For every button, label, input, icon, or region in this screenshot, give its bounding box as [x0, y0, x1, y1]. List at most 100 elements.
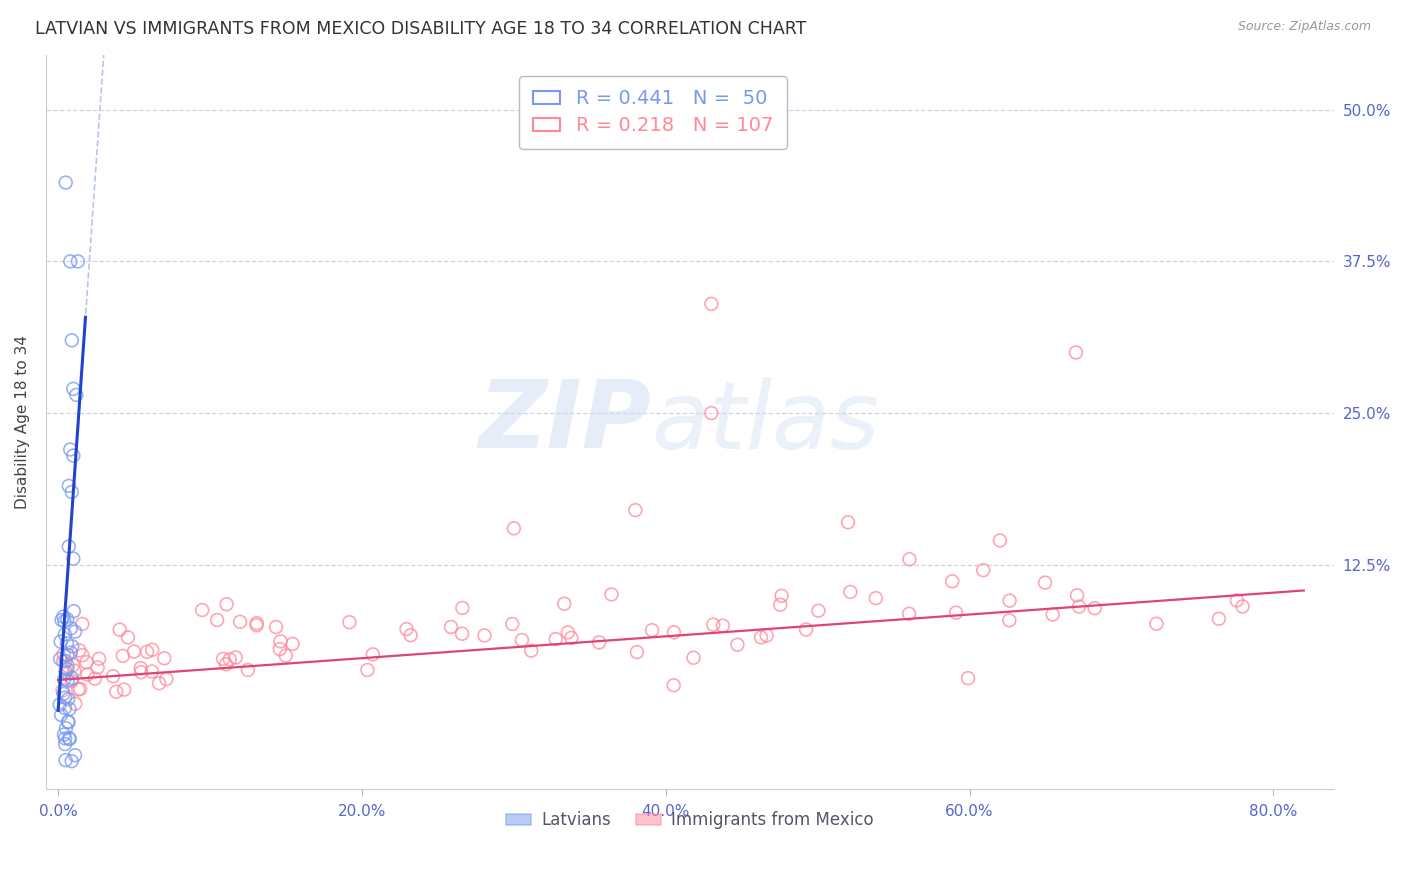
Point [356, 663, 378, 677]
Point [215, 657, 238, 672]
Point [339, 615, 361, 630]
Point [52, 687, 75, 701]
Point [52, 654, 75, 668]
Point [108, 623, 131, 637]
Point [399, 628, 422, 642]
Point [53, 690, 76, 705]
Point [111, 648, 134, 663]
Point [1033, 575, 1056, 590]
Legend: Latvians, Immigrants from Mexico: Latvians, Immigrants from Mexico [499, 805, 880, 836]
Point [502, 521, 524, 535]
Point [700, 406, 723, 420]
Point [236, 663, 259, 677]
Point [1226, 593, 1249, 607]
Point [56, 662, 79, 676]
Point [270, 634, 292, 648]
Point [72, 616, 94, 631]
Point [395, 622, 418, 636]
Point [205, 613, 228, 627]
Point [63, 664, 86, 678]
Point [55, 721, 77, 735]
Point [957, 671, 980, 685]
Point [117, 631, 139, 645]
Point [122, 644, 145, 658]
Point [600, 587, 623, 601]
Point [66, 254, 89, 268]
Point [440, 620, 463, 634]
Point [60, 754, 83, 768]
Point [53, 627, 76, 641]
Point [553, 597, 575, 611]
Point [945, 606, 967, 620]
Point [56, 648, 79, 662]
Point [153, 651, 176, 665]
Point [112, 682, 135, 697]
Point [557, 625, 579, 640]
Point [56, 636, 79, 650]
Point [58, 715, 80, 730]
Point [49, 634, 72, 648]
Point [998, 593, 1021, 607]
Point [76, 667, 98, 681]
Point [1232, 599, 1254, 614]
Point [191, 603, 214, 617]
Point [641, 623, 664, 637]
Point [510, 632, 533, 647]
Point [58, 731, 80, 746]
Point [755, 628, 778, 642]
Point [941, 574, 963, 589]
Point [56, 673, 79, 688]
Point [451, 626, 474, 640]
Point [60, 333, 83, 347]
Point [58, 479, 80, 493]
Point [839, 585, 862, 599]
Point [56, 612, 79, 626]
Point [626, 645, 648, 659]
Point [136, 645, 159, 659]
Point [49, 708, 72, 723]
Point [520, 643, 543, 657]
Y-axis label: Disability Age 18 to 34: Disability Age 18 to 34 [15, 335, 30, 509]
Point [52, 683, 75, 698]
Point [55, 176, 77, 190]
Point [55, 654, 77, 668]
Point [60, 671, 83, 685]
Point [1042, 607, 1064, 622]
Point [215, 597, 238, 611]
Point [56, 659, 79, 673]
Point [807, 604, 830, 618]
Point [155, 672, 177, 686]
Point [212, 652, 235, 666]
Point [141, 665, 163, 679]
Text: ZIP: ZIP [478, 376, 651, 468]
Point [725, 638, 748, 652]
Point [59, 442, 82, 457]
Point [700, 297, 723, 311]
Point [1146, 616, 1168, 631]
Point [59, 731, 82, 746]
Point [588, 635, 610, 649]
Point [129, 665, 152, 680]
Point [69, 681, 91, 696]
Point [218, 652, 240, 666]
Point [58, 702, 80, 716]
Point [63, 624, 86, 639]
Point [474, 628, 496, 642]
Point [60, 673, 83, 688]
Point [62, 449, 84, 463]
Point [62, 658, 84, 673]
Point [105, 685, 128, 699]
Point [274, 648, 297, 663]
Point [53, 673, 76, 687]
Point [58, 540, 80, 554]
Point [837, 516, 859, 530]
Point [62, 382, 84, 396]
Point [702, 617, 724, 632]
Point [65, 697, 87, 711]
Point [560, 631, 582, 645]
Point [53, 731, 76, 746]
Point [63, 748, 86, 763]
Point [60, 485, 83, 500]
Point [1064, 345, 1087, 359]
Point [56, 714, 79, 729]
